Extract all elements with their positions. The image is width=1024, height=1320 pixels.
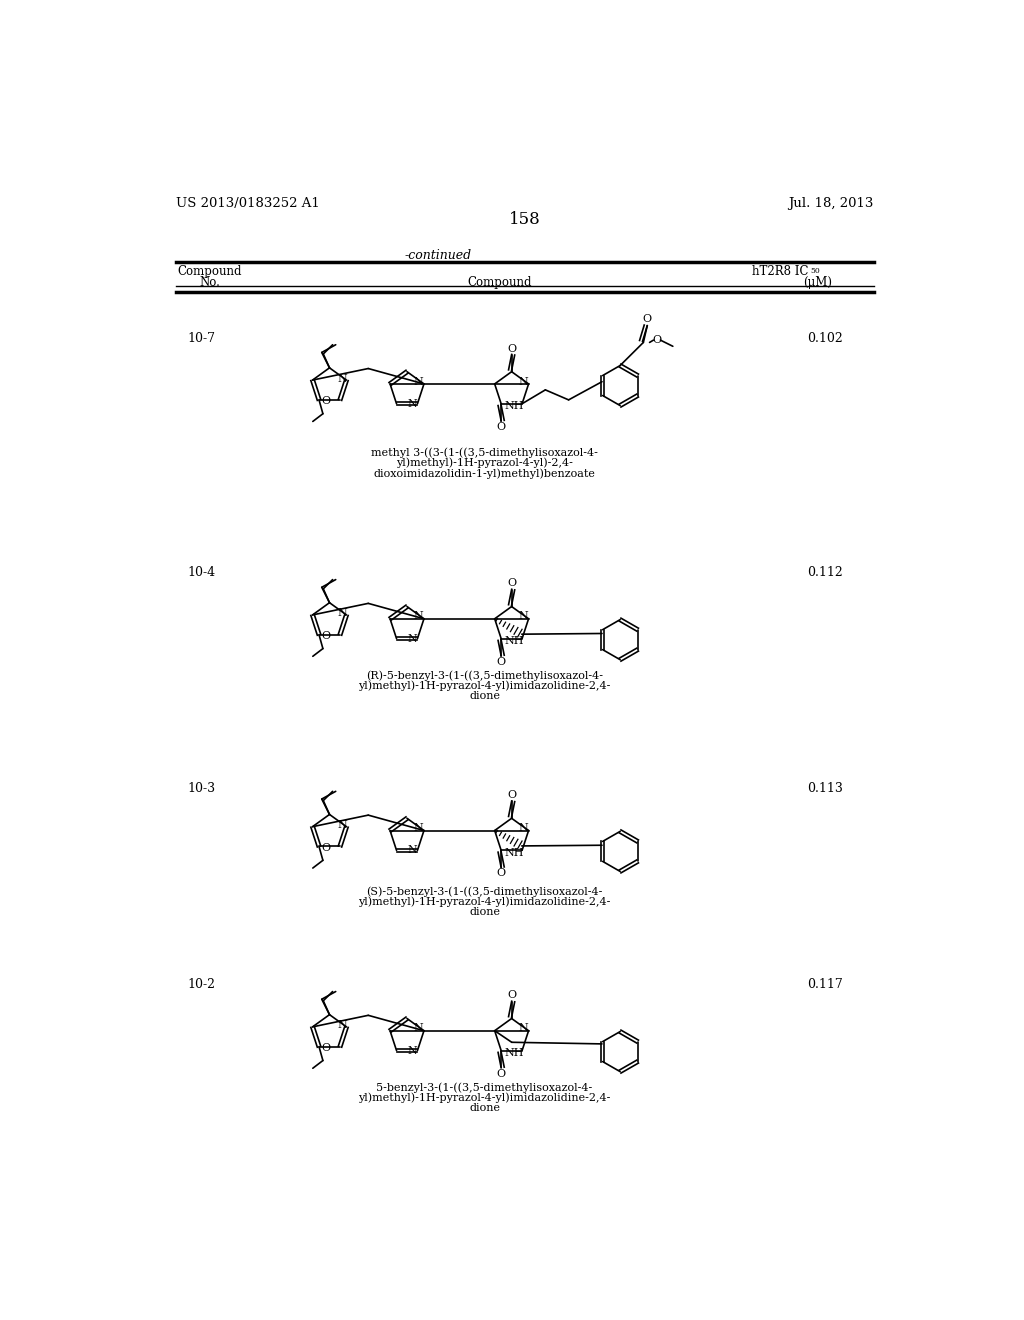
Text: N: N — [414, 611, 423, 622]
Text: Jul. 18, 2013: Jul. 18, 2013 — [788, 197, 873, 210]
Text: NH: NH — [505, 401, 524, 411]
Text: N: N — [408, 399, 417, 409]
Text: Compound: Compound — [177, 265, 242, 279]
Text: NH: NH — [505, 636, 524, 645]
Text: 0.112: 0.112 — [808, 566, 844, 579]
Text: N: N — [338, 609, 347, 618]
Text: N: N — [408, 845, 417, 855]
Text: N: N — [518, 1023, 528, 1034]
Text: NH: NH — [505, 1048, 524, 1057]
Text: N: N — [338, 820, 347, 830]
Text: yl)methyl)-1H-pyrazol-4-yl)imidazolidine-2,4-: yl)methyl)-1H-pyrazol-4-yl)imidazolidine… — [358, 896, 610, 907]
Text: O: O — [507, 578, 516, 589]
Text: (R)-5-benzyl-3-(1-((3,5-dimethylisoxazol-4-: (R)-5-benzyl-3-(1-((3,5-dimethylisoxazol… — [366, 671, 603, 681]
Text: (S)-5-benzyl-3-(1-((3,5-dimethylisoxazol-4-: (S)-5-benzyl-3-(1-((3,5-dimethylisoxazol… — [367, 886, 603, 896]
Text: Compound: Compound — [468, 276, 532, 289]
Text: 10-3: 10-3 — [187, 781, 216, 795]
Text: N: N — [408, 1045, 417, 1056]
Text: N: N — [414, 1023, 423, 1034]
Text: O: O — [497, 1069, 506, 1078]
Text: N: N — [518, 824, 528, 833]
Text: O: O — [643, 314, 652, 325]
Text: 5-benzyl-3-(1-((3,5-dimethylisoxazol-4-: 5-benzyl-3-(1-((3,5-dimethylisoxazol-4- — [377, 1082, 593, 1093]
Text: 10-2: 10-2 — [187, 978, 216, 991]
Text: 158: 158 — [509, 211, 541, 228]
Text: dione: dione — [469, 692, 500, 701]
Text: O: O — [507, 791, 516, 800]
Text: 0.117: 0.117 — [808, 978, 844, 991]
Text: O: O — [507, 343, 516, 354]
Text: O: O — [497, 422, 506, 432]
Text: N: N — [518, 376, 528, 387]
Text: hT2R8 IC: hT2R8 IC — [752, 265, 809, 279]
Text: dione: dione — [469, 1104, 500, 1113]
Text: N: N — [338, 1020, 347, 1031]
Text: O: O — [322, 843, 331, 853]
Text: yl)methyl)-1H-pyrazol-4-yl)imidazolidine-2,4-: yl)methyl)-1H-pyrazol-4-yl)imidazolidine… — [358, 1093, 610, 1104]
Text: 10-4: 10-4 — [187, 566, 216, 579]
Text: yl)methyl)-1H-pyrazol-4-yl)imidazolidine-2,4-: yl)methyl)-1H-pyrazol-4-yl)imidazolidine… — [358, 681, 610, 692]
Text: O: O — [322, 396, 331, 407]
Text: N: N — [414, 376, 423, 387]
Text: O: O — [322, 1043, 331, 1053]
Text: yl)methyl)-1H-pyrazol-4-yl)-2,4-: yl)methyl)-1H-pyrazol-4-yl)-2,4- — [396, 458, 573, 469]
Text: 0.102: 0.102 — [808, 331, 844, 345]
Text: methyl 3-((3-(1-((3,5-dimethylisoxazol-4-: methyl 3-((3-(1-((3,5-dimethylisoxazol-4… — [371, 447, 598, 458]
Text: O: O — [322, 631, 331, 642]
Text: O: O — [652, 335, 662, 345]
Text: dione: dione — [469, 907, 500, 917]
Text: N: N — [414, 824, 423, 833]
Text: N: N — [338, 374, 347, 384]
Text: 0.113: 0.113 — [808, 781, 844, 795]
Text: N: N — [408, 634, 417, 644]
Text: No.: No. — [199, 276, 220, 289]
Text: US 2013/0183252 A1: US 2013/0183252 A1 — [176, 197, 319, 210]
Text: dioxoimidazolidin-1-yl)methyl)benzoate: dioxoimidazolidin-1-yl)methyl)benzoate — [374, 469, 595, 479]
Text: O: O — [497, 869, 506, 878]
Text: N: N — [518, 611, 528, 622]
Text: NH: NH — [505, 847, 524, 858]
Text: (μM): (μM) — [803, 276, 833, 289]
Text: 50: 50 — [810, 267, 820, 275]
Text: O: O — [497, 656, 506, 667]
Text: O: O — [507, 990, 516, 1001]
Text: 10-7: 10-7 — [187, 331, 216, 345]
Text: -continued: -continued — [404, 249, 472, 263]
